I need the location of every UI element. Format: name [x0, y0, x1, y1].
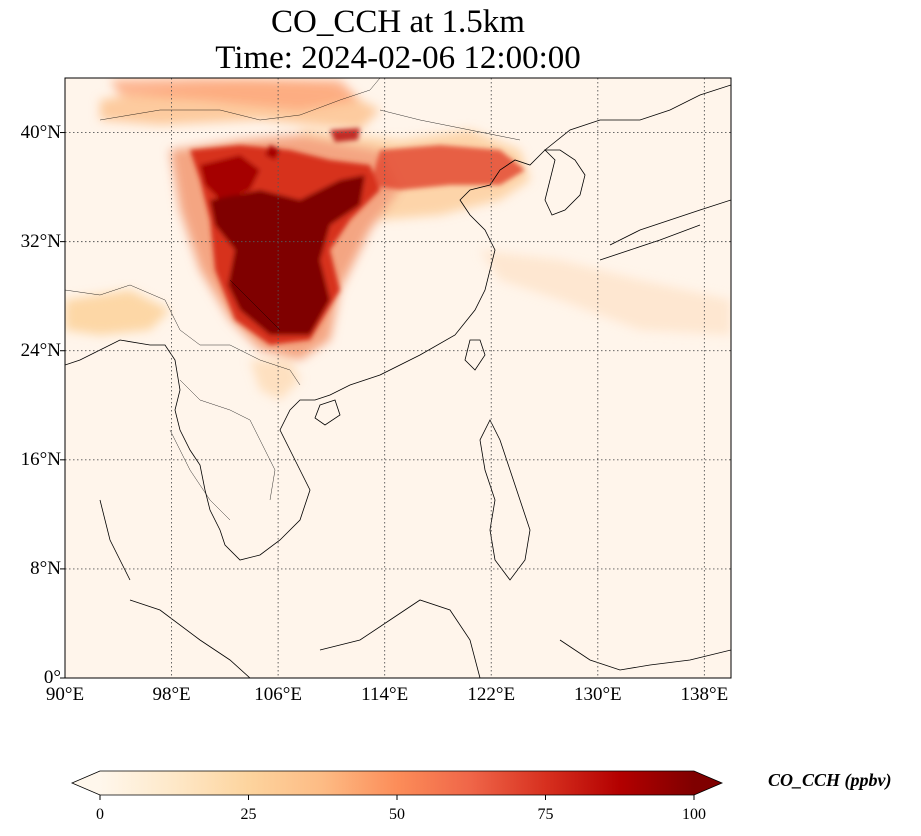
- gridlines: [65, 78, 731, 678]
- x-tick-label: 114°E: [361, 684, 409, 705]
- coastlines: [65, 84, 731, 678]
- x-tick-label: 138°E: [680, 684, 729, 705]
- colorbar-tick-label: 25: [240, 806, 257, 823]
- colorbar-tick-label: 50: [389, 806, 405, 823]
- y-tick-label: 32°N: [20, 230, 61, 252]
- map-title: CO_CCH at 1.5km: [271, 4, 525, 40]
- map-time: Time: 2024-02-06 12:00:00: [215, 40, 581, 76]
- y-tick-label: 8°N: [30, 557, 61, 579]
- x-tick-label: 90°E: [45, 684, 85, 705]
- colorbar-tick-label: 75: [537, 806, 554, 823]
- co-concentration-field: [65, 78, 731, 400]
- colorbar-label: CO_CCH (ppbv): [768, 770, 892, 790]
- y-tick-label: 16°N: [20, 448, 61, 470]
- colorbar-tick-label: 0: [96, 806, 104, 823]
- map-frame: [64, 77, 732, 679]
- x-tick-label: 122°E: [467, 684, 516, 705]
- country-borders: [65, 78, 521, 521]
- x-tick-label: 106°E: [254, 684, 302, 705]
- colorbar-tick-label: 100: [682, 806, 706, 823]
- y-tick-label: 24°N: [20, 339, 61, 361]
- axis-ticks: [60, 132, 65, 679]
- x-tick-label: 98°E: [152, 684, 191, 705]
- x-tick-label: 130°E: [573, 684, 622, 705]
- y-tick-label: 0°: [43, 667, 61, 688]
- y-tick-label: 40°N: [20, 121, 61, 143]
